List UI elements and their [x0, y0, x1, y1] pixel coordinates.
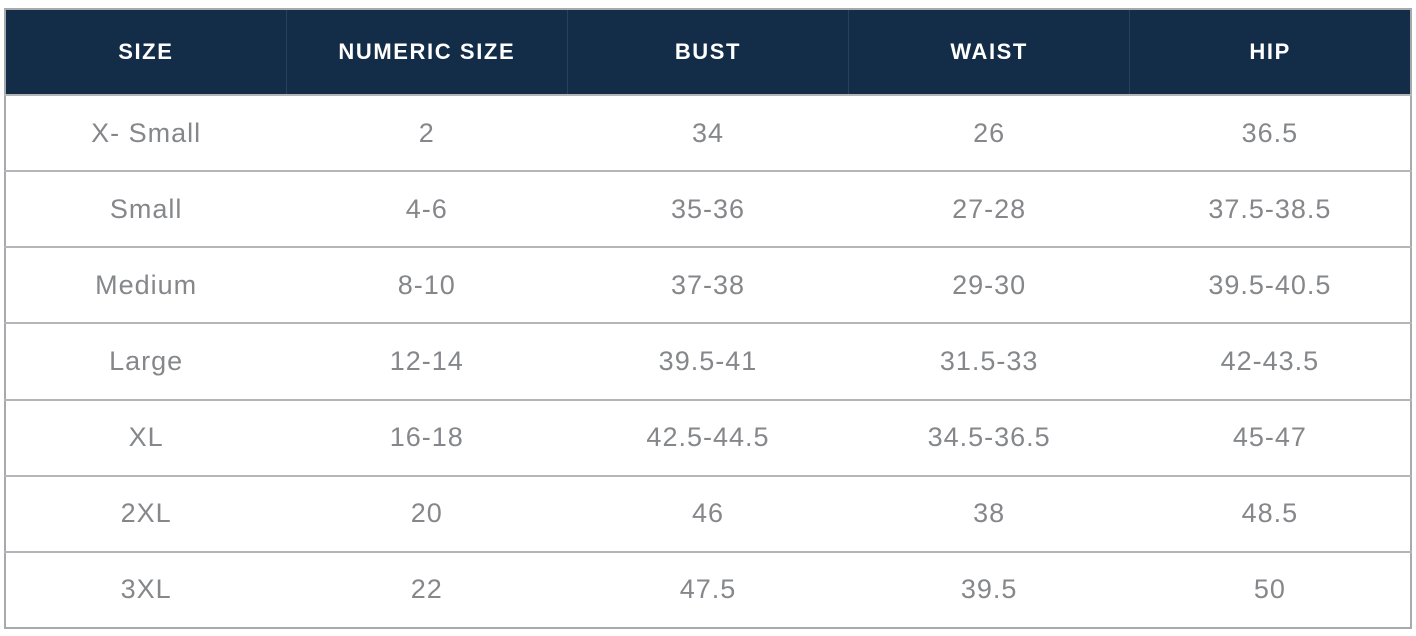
table-cell: 35-36 — [567, 170, 849, 248]
table-cell: 12-14 — [286, 322, 568, 400]
table-cell: 50 — [1129, 550, 1411, 628]
table-cell: 4-6 — [286, 170, 568, 248]
table-cell: 45-47 — [1129, 398, 1411, 476]
size-chart: SIZE NUMERIC SIZE BUST WAIST HIP X- Smal… — [4, 8, 1412, 629]
table-cell: 42-43.5 — [1129, 322, 1411, 400]
table-row: Small 4-6 35-36 27-28 37.5-38.5 — [5, 170, 1411, 248]
table-cell: 46 — [567, 474, 849, 552]
table-cell: 22 — [286, 550, 568, 628]
table-row: Large 12-14 39.5-41 31.5-33 42-43.5 — [5, 322, 1411, 400]
table-cell: 37.5-38.5 — [1129, 170, 1411, 248]
column-header-bust: BUST — [566, 9, 849, 95]
table-row: X- Small 2 34 26 36.5 — [5, 93, 1411, 172]
table-row: XL 16-18 42.5-44.5 34.5-36.5 45-47 — [5, 398, 1411, 476]
table-cell: X- Small — [5, 93, 287, 172]
table-row: 2XL 20 46 38 48.5 — [5, 474, 1411, 552]
table-cell: 39.5-41 — [567, 322, 849, 400]
table-cell: 27-28 — [848, 170, 1130, 248]
table-row: Medium 8-10 37-38 29-30 39.5-40.5 — [5, 246, 1411, 324]
table-body: X- Small 2 34 26 36.5 Small 4-6 35-36 27-28 37.5-… — [5, 93, 1411, 628]
table-cell: 39.5-40.5 — [1129, 246, 1411, 324]
table-cell: 8-10 — [286, 246, 568, 324]
table-cell: 20 — [286, 474, 568, 552]
table-cell: 3XL — [5, 550, 287, 628]
table-row: 3XL 22 47.5 39.5 50 — [5, 550, 1411, 628]
table-cell: Medium — [5, 246, 287, 324]
table-cell: Large — [5, 322, 287, 400]
column-header-numeric-size: NUMERIC SIZE — [285, 9, 568, 95]
table-cell: XL — [5, 398, 287, 476]
table-cell: 48.5 — [1129, 474, 1411, 552]
table-cell: 39.5 — [848, 550, 1130, 628]
column-header-size: SIZE — [5, 9, 287, 95]
table-cell: 37-38 — [567, 246, 849, 324]
table-header: SIZE NUMERIC SIZE BUST WAIST HIP — [5, 9, 1411, 95]
table-cell: 38 — [848, 474, 1130, 552]
table-cell: Small — [5, 170, 287, 248]
table-cell: 26 — [848, 93, 1130, 172]
table-cell: 2 — [286, 93, 568, 172]
table-cell: 42.5-44.5 — [567, 398, 849, 476]
table-cell: 16-18 — [286, 398, 568, 476]
size-chart-table: SIZE NUMERIC SIZE BUST WAIST HIP X- Smal… — [4, 8, 1412, 629]
table-cell: 2XL — [5, 474, 287, 552]
table-cell: 31.5-33 — [848, 322, 1130, 400]
column-header-waist: WAIST — [848, 9, 1130, 95]
table-cell: 34.5-36.5 — [848, 398, 1130, 476]
header-row: SIZE NUMERIC SIZE BUST WAIST HIP — [5, 9, 1411, 95]
column-header-hip: HIP — [1129, 9, 1411, 95]
table-cell: 47.5 — [567, 550, 849, 628]
table-cell: 29-30 — [848, 246, 1130, 324]
table-cell: 34 — [567, 93, 849, 172]
table-cell: 36.5 — [1129, 93, 1411, 172]
